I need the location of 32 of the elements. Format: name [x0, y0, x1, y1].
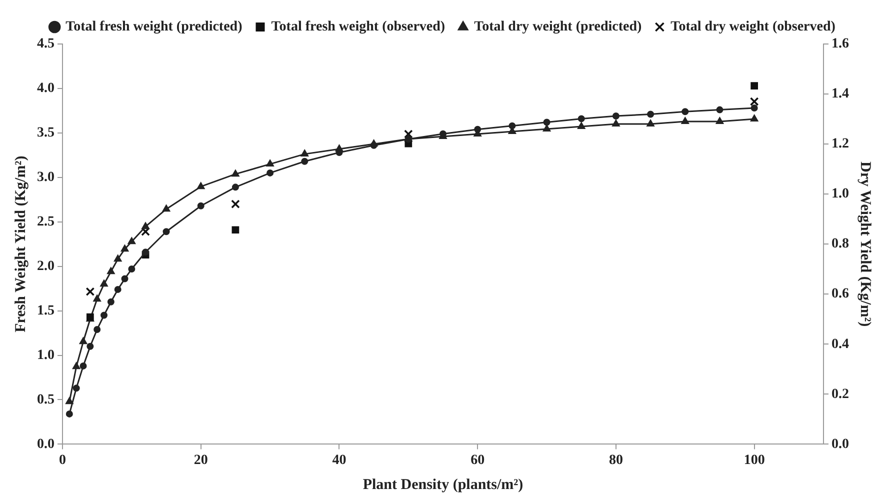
y2-tick-label: 0.0 [832, 436, 849, 452]
y2-tick-label: 0.4 [832, 336, 849, 352]
y-tick-label: 4.5 [37, 36, 54, 52]
y2-tick-label: 1.6 [832, 36, 849, 52]
y2-tick-label: 0.6 [832, 286, 849, 302]
y2-tick-label: 0.8 [832, 236, 849, 252]
x-tick-label: 20 [194, 453, 208, 468]
y-tick-label: 0.0 [37, 436, 54, 452]
y2-tick-label: 1.4 [832, 86, 849, 102]
x-tick-label: 80 [608, 453, 623, 468]
y-tick-label: 1.0 [37, 348, 54, 363]
x-tick-label: 0 [59, 453, 66, 468]
legend-label: Total fresh weight (observed) [271, 20, 446, 35]
x-tick-label: 40 [332, 453, 346, 468]
x-tick-label: 60 [470, 453, 485, 468]
y-tick-label: 3.0 [37, 170, 54, 186]
y2-tick-label: 0.2 [832, 386, 849, 402]
legend-label: Total dry weight (observed) [670, 20, 836, 35]
y-tick-label: 4.0 [37, 81, 54, 96]
y2-tick-label: 1.2 [832, 136, 849, 152]
y-tick-label: 2.5 [37, 214, 54, 230]
y-tick-label: 2.0 [37, 258, 54, 274]
x-axis-title: Plant Density (plants/m²) [362, 476, 524, 493]
legend-label: Total fresh weight (predicted) [66, 20, 243, 35]
y2-tick-label: 1.0 [832, 186, 849, 202]
y2-axis-title: Dry Weight Yield (Kg/m²) [857, 162, 874, 327]
y-tick-label: 0.5 [37, 392, 54, 408]
legend-label: Total dry weight (predicted) [474, 20, 642, 35]
y-axis-title: Fresh Weight Yield (Kg/m²) [12, 156, 29, 332]
y-tick-label: 1.5 [37, 303, 54, 318]
y-tick-label: 3.5 [37, 126, 54, 141]
x-tick-label: 100 [744, 453, 765, 468]
